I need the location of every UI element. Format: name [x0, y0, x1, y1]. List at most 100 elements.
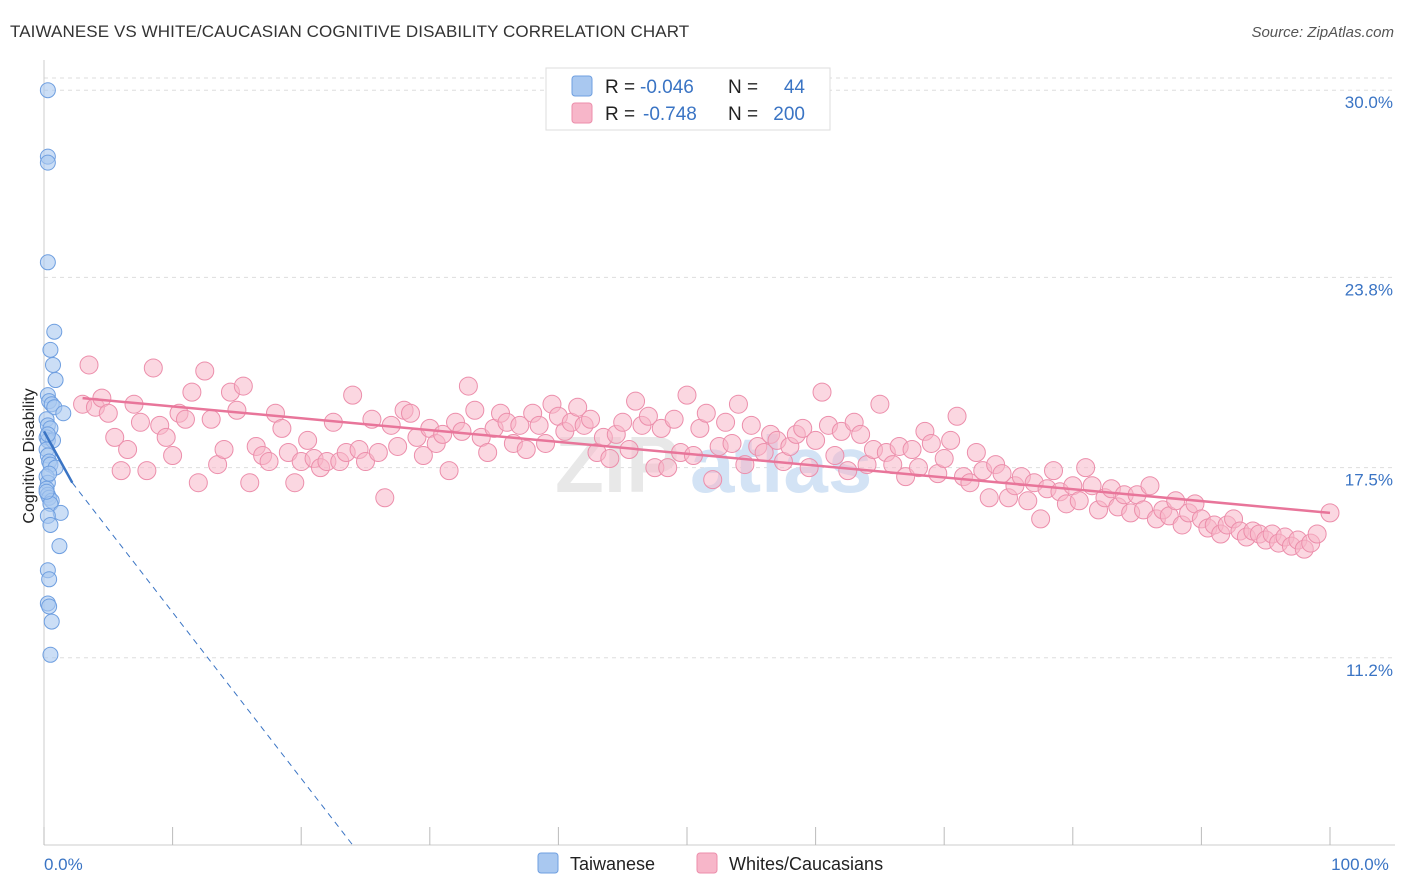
data-point-whites — [343, 385, 363, 405]
data-point-whites — [259, 452, 279, 472]
data-point-whites — [870, 394, 890, 414]
data-point-whites — [1307, 524, 1327, 544]
data-point-whites — [195, 361, 215, 381]
y-tick-label: 23.8% — [1345, 280, 1393, 299]
data-point-whites — [1140, 476, 1160, 496]
top-legend: R = -0.046 N = 44 R = -0.748 N = 200 — [545, 67, 831, 131]
trend-line-taiwanese-extension — [71, 482, 354, 846]
bottom-legend-swatch-whites — [696, 852, 718, 874]
data-point-whites — [214, 439, 234, 459]
data-point-whites — [298, 430, 318, 450]
data-point-whites — [638, 406, 658, 426]
gridlines — [44, 77, 1395, 659]
data-point-taiwanese — [55, 405, 72, 422]
data-point-whites — [741, 415, 761, 435]
y-tick-labels: 11.2% 17.5% 23.8% 30.0% — [1345, 93, 1393, 680]
data-point-whites — [182, 382, 202, 402]
data-point-whites — [896, 467, 916, 487]
data-point-taiwanese — [42, 341, 59, 358]
data-point-whites — [568, 397, 588, 417]
data-point-whites — [902, 439, 922, 459]
data-point-taiwanese — [47, 372, 64, 389]
data-point-whites — [130, 412, 150, 432]
data-point-whites — [1044, 461, 1064, 481]
data-point-whites — [510, 415, 530, 435]
data-point-whites — [966, 443, 986, 462]
data-point-whites — [703, 470, 723, 490]
series-whites-points — [73, 355, 1340, 559]
data-point-taiwanese — [38, 483, 55, 500]
data-point-whites — [156, 427, 176, 447]
data-point-taiwanese — [46, 323, 63, 340]
data-point-whites — [356, 452, 375, 472]
data-point-whites — [1166, 491, 1186, 511]
data-point-whites — [458, 376, 478, 396]
legend-r-label-whites: R = — [605, 104, 635, 125]
legend-n-label-whites: N = — [728, 104, 758, 125]
x-tick-label: 100.0% — [1331, 855, 1389, 874]
legend-r-value-taiwanese: -0.046 — [640, 77, 694, 98]
data-point-whites — [613, 412, 633, 432]
data-point-whites — [272, 418, 292, 438]
data-point-taiwanese — [42, 646, 59, 663]
data-point-whites — [947, 406, 967, 426]
data-point-whites — [851, 424, 871, 444]
data-point-whites — [536, 433, 556, 453]
data-point-taiwanese — [45, 356, 62, 373]
data-point-whites — [368, 443, 388, 462]
data-point-whites — [439, 461, 459, 481]
legend-box — [545, 67, 831, 131]
data-point-whites — [664, 409, 684, 429]
data-point-whites — [1076, 458, 1096, 478]
data-point-whites — [143, 358, 163, 378]
data-point-whites — [227, 400, 247, 420]
data-point-whites — [941, 430, 961, 450]
data-point-whites — [529, 415, 549, 435]
data-point-whites — [401, 403, 421, 423]
bottom-legend: Taiwanese Whites/Caucasians — [537, 852, 883, 874]
legend-n-value-taiwanese: 44 — [784, 77, 806, 98]
legend-r-label-taiwanese: R = — [605, 77, 635, 98]
bottom-legend-label-whites: Whites/Caucasians — [729, 854, 883, 874]
x-tick-label: 0.0% — [44, 855, 83, 874]
data-point-whites — [600, 449, 620, 469]
trend-line-taiwanese — [42, 430, 74, 484]
chart-title: TAIWANESE VS WHITE/CAUCASIAN COGNITIVE D… — [10, 22, 690, 41]
data-point-whites — [677, 385, 697, 405]
data-point-whites — [716, 412, 736, 432]
data-point-whites — [581, 409, 601, 429]
data-point-whites — [478, 443, 498, 462]
data-point-whites — [413, 446, 433, 466]
data-point-whites — [908, 458, 928, 478]
data-point-whites — [921, 433, 941, 453]
data-point-taiwanese — [41, 465, 58, 482]
legend-n-label-taiwanese: N = — [728, 77, 758, 98]
data-point-whites — [98, 403, 118, 423]
bottom-legend-swatch-taiwanese — [537, 852, 559, 874]
data-point-whites — [1031, 509, 1051, 529]
data-point-whites — [626, 391, 646, 411]
data-point-whites — [465, 400, 485, 420]
y-tick-label: 17.5% — [1345, 471, 1393, 490]
data-point-whites — [175, 409, 195, 429]
data-point-taiwanese — [43, 613, 60, 630]
legend-swatch-taiwanese — [571, 75, 593, 97]
data-point-taiwanese — [39, 426, 56, 443]
data-point-whites — [233, 376, 253, 396]
data-point-taiwanese — [42, 516, 59, 533]
data-point-taiwanese — [39, 154, 56, 171]
data-point-whites — [793, 418, 813, 438]
data-point-whites — [799, 458, 819, 478]
trend-lines — [42, 396, 1331, 846]
data-point-whites — [240, 473, 260, 493]
data-point-whites — [651, 418, 671, 438]
data-point-whites — [105, 427, 125, 447]
data-point-taiwanese — [39, 254, 56, 271]
legend-n-value-whites: 200 — [773, 104, 805, 125]
data-point-whites — [838, 461, 858, 481]
data-point-whites — [111, 461, 131, 481]
data-point-whites — [934, 449, 954, 469]
data-point-whites — [516, 439, 536, 459]
source-credit: Source: ZipAtlas.com — [1251, 24, 1394, 41]
